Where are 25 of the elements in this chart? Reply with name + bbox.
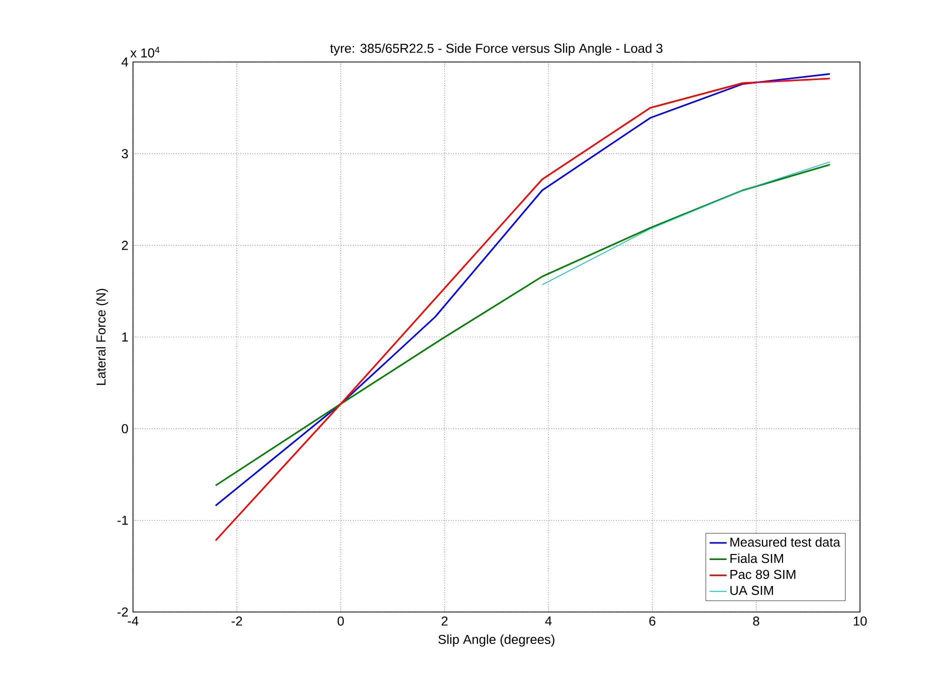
x-tick-label: 8 [753, 616, 760, 626]
y-tick-label: -1 [118, 516, 128, 525]
y-tick-label: 3 [122, 149, 128, 158]
x-tick-label: 6 [649, 616, 656, 626]
legend-label: UA SIM [730, 586, 773, 595]
x-tick-label: 10 [854, 616, 867, 626]
line-series [542, 162, 830, 286]
y-tick-label: 2 [122, 240, 128, 250]
y-tick-label: 0 [122, 424, 128, 434]
x-tick-label: 2 [442, 616, 448, 626]
legend-label: Pac 89 SIM [730, 570, 796, 580]
x-tick-label: -2 [232, 616, 242, 626]
line-series [214, 164, 831, 486]
x-tick-label: 0 [338, 616, 344, 626]
chart-title: tyre: 385/65R22.5 - Side Force versus Slip Angle - Load 3 [330, 43, 662, 56]
y-axis-title: Lateral Force (N) [96, 288, 108, 385]
y-tick-label: -2 [118, 607, 128, 617]
y-tick-label: 1 [122, 332, 128, 342]
x-tick-label: -4 [128, 616, 138, 626]
text: x 10$^{4}$ [130, 46, 160, 58]
x-axis-title: Slip Angle (degrees) [438, 634, 554, 647]
legend-label: Measured test data [730, 537, 840, 547]
legend-label: Fiala SIM [730, 554, 784, 564]
y-tick-label: 4 [122, 58, 128, 66]
x-tick-label: 4 [545, 616, 552, 626]
